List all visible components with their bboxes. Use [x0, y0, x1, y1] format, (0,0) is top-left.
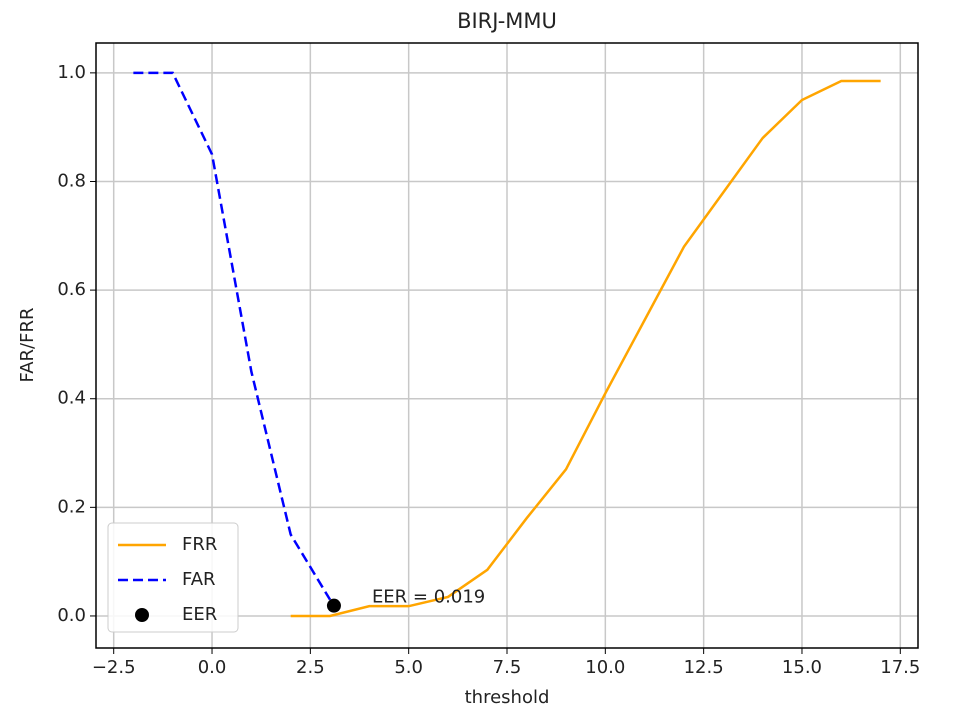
y-tick-label: 0.4	[57, 388, 86, 409]
legend: FRR FAR EER	[107, 522, 239, 633]
x-tick-label: 5.0	[394, 657, 423, 678]
y-tick-label: 0.2	[57, 496, 86, 517]
annotation: EER = 0.019	[372, 587, 485, 608]
legend-label: EER	[182, 604, 217, 625]
x-tick-label: 10.0	[585, 657, 625, 678]
plot-frame	[95, 42, 919, 649]
x-tick-label: 17.5	[880, 657, 920, 678]
y-tick-label: 0.0	[57, 605, 86, 626]
series-line	[290, 79, 881, 618]
y-tick-label: 1.0	[57, 62, 86, 83]
x-tick-label: 7.5	[493, 657, 522, 678]
y-tick-label: 0.8	[57, 170, 86, 191]
x-axis-label: threshold	[465, 687, 550, 708]
x-tick-label: 12.5	[684, 657, 724, 678]
legend-label: FRR	[182, 534, 217, 555]
x-tick-label: 15.0	[782, 657, 822, 678]
x-tick-label: 0.0	[198, 657, 227, 678]
legend-marker	[135, 608, 149, 622]
chart-title: BIRJ-MMU	[457, 9, 557, 33]
eer-point	[326, 598, 341, 613]
x-tick-label: −2.5	[92, 657, 136, 678]
legend-box	[107, 522, 239, 633]
y-tick-label: 0.6	[57, 279, 86, 300]
series-line	[133, 71, 332, 601]
x-tick-label: 2.5	[296, 657, 325, 678]
legend-label: FAR	[182, 569, 216, 590]
y-axis-label: FAR/FRR	[17, 308, 38, 383]
